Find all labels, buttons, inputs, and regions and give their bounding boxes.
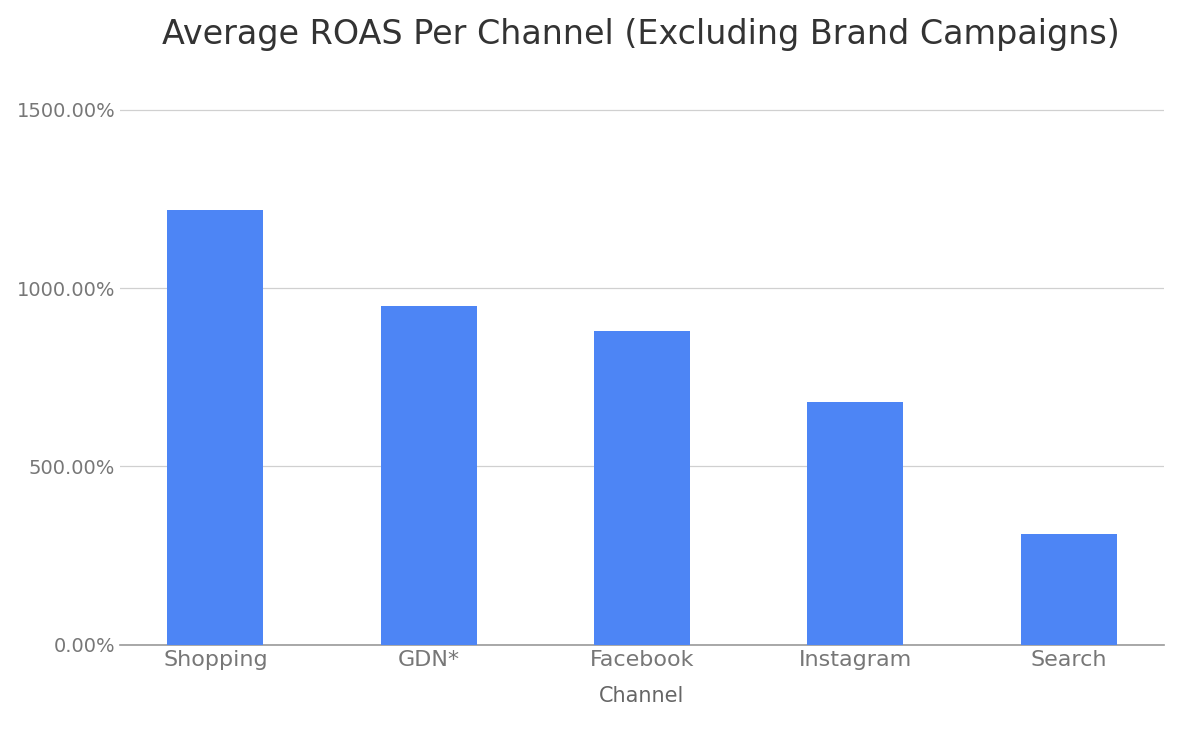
Bar [168,210,264,645]
Bar [808,402,904,645]
X-axis label: Channel: Channel [599,686,685,706]
Bar [380,306,476,645]
Bar [594,331,690,645]
Bar [1020,534,1116,645]
Text: Average ROAS Per Channel (Excluding Brand Campaigns): Average ROAS Per Channel (Excluding Bran… [162,18,1120,50]
